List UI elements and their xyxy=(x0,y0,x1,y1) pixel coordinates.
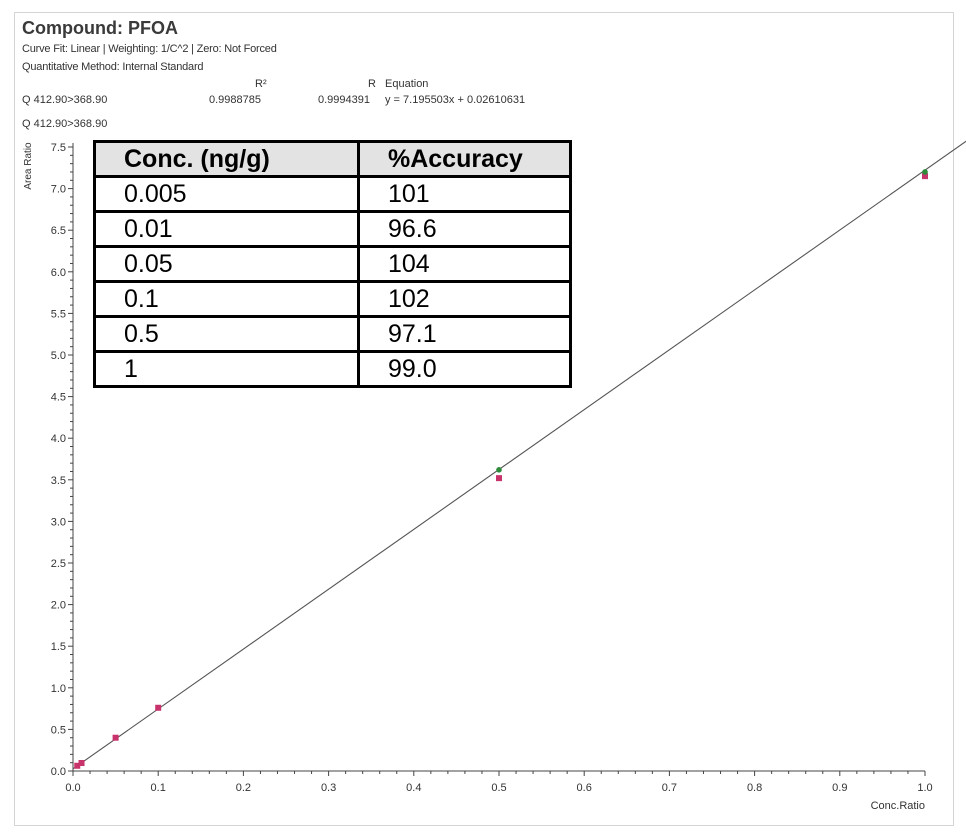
y-tick-label: 4.5 xyxy=(51,392,66,404)
table-row: 0.1 102 xyxy=(93,280,572,318)
equation-value: y = 7.195503x + 0.02610631 xyxy=(385,94,526,106)
accuracy-cell: 99.0 xyxy=(357,350,572,388)
y-tick-label: 3.5 xyxy=(51,475,66,487)
plot-transition-label: Q 412.90>368.90 xyxy=(22,118,108,130)
data-point xyxy=(922,173,928,180)
quant-method-info: Quantitative Method: Internal Standard xyxy=(22,61,204,73)
r2-header: R² xyxy=(255,78,267,90)
accuracy-cell: 104 xyxy=(357,245,572,283)
data-point xyxy=(496,475,502,482)
conc-cell: 0.1 xyxy=(93,280,360,318)
compound-title: Compound: PFOA xyxy=(22,18,178,38)
r-header: R xyxy=(368,78,376,90)
table-row: 0.05 104 xyxy=(93,245,572,283)
table-row: 0.5 97.1 xyxy=(93,315,572,353)
r-value: 0.9994391 xyxy=(318,94,370,106)
y-axis-label: Area Ratio xyxy=(23,142,34,190)
data-point xyxy=(74,762,81,769)
accuracy-cell: 102 xyxy=(357,280,572,318)
y-tick-label: 5.0 xyxy=(51,350,66,362)
table-header-row: Conc. (ng/g) %Accuracy xyxy=(93,140,572,178)
accuracy-column-header: %Accuracy xyxy=(357,140,572,178)
data-point xyxy=(112,734,119,741)
x-tick-label: 0.6 xyxy=(577,782,592,794)
x-tick-label: 1.0 xyxy=(917,782,932,794)
x-axis-label: Conc.Ratio xyxy=(871,800,925,812)
y-tick-label: 2.5 xyxy=(51,558,66,570)
x-tick-label: 0.1 xyxy=(151,782,166,794)
transition-label: Q 412.90>368.90 xyxy=(22,94,108,106)
accuracy-cell: 101 xyxy=(357,175,572,213)
curve-fit-info: Curve Fit: Linear | Weighting: 1/C^2 | Z… xyxy=(22,43,277,55)
x-tick-label: 0.9 xyxy=(832,782,847,794)
accuracy-cell: 96.6 xyxy=(357,210,572,248)
table-row: 0.01 96.6 xyxy=(93,210,572,248)
conc-column-header: Conc. (ng/g) xyxy=(93,140,360,178)
y-tick-label: 3.0 xyxy=(51,516,66,528)
data-point xyxy=(155,704,162,711)
y-tick-label: 4.0 xyxy=(51,433,66,445)
x-tick-label: 0.3 xyxy=(321,782,336,794)
y-tick-label: 0.0 xyxy=(51,766,66,778)
x-tick-label: 0.0 xyxy=(65,782,80,794)
accuracy-cell: 97.1 xyxy=(357,315,572,353)
x-tick-label: 0.2 xyxy=(236,782,251,794)
y-tick-label: 7.0 xyxy=(51,184,66,196)
data-point xyxy=(78,760,85,767)
equation-header: Equation xyxy=(385,78,429,90)
calibration-fit-line xyxy=(72,140,966,770)
x-tick-label: 0.5 xyxy=(491,782,506,794)
y-tick-label: 0.5 xyxy=(51,724,66,736)
y-tick-label: 2.0 xyxy=(51,600,66,612)
conc-cell: 1 xyxy=(93,350,360,388)
y-tick-label: 7.5 xyxy=(51,142,66,154)
conc-cell: 0.005 xyxy=(93,175,360,213)
y-tick-label: 5.5 xyxy=(51,308,66,320)
conc-cell: 0.01 xyxy=(93,210,360,248)
y-tick-label: 1.5 xyxy=(51,641,66,653)
table-row: 0.005 101 xyxy=(93,175,572,213)
x-tick-label: 0.7 xyxy=(662,782,677,794)
y-tick-label: 1.0 xyxy=(51,683,66,695)
table-row: 1 99.0 xyxy=(93,350,572,388)
data-point xyxy=(922,169,928,175)
r2-value: 0.9988785 xyxy=(209,94,261,106)
data-point xyxy=(496,467,502,473)
accuracy-table: Conc. (ng/g) %Accuracy 0.005 101 0.01 96… xyxy=(93,140,572,388)
x-tick-label: 0.4 xyxy=(406,782,421,794)
conc-cell: 0.05 xyxy=(93,245,360,283)
conc-cell: 0.5 xyxy=(93,315,360,353)
y-tick-label: 6.5 xyxy=(51,225,66,237)
y-tick-label: 6.0 xyxy=(51,267,66,279)
x-tick-label: 0.8 xyxy=(747,782,762,794)
